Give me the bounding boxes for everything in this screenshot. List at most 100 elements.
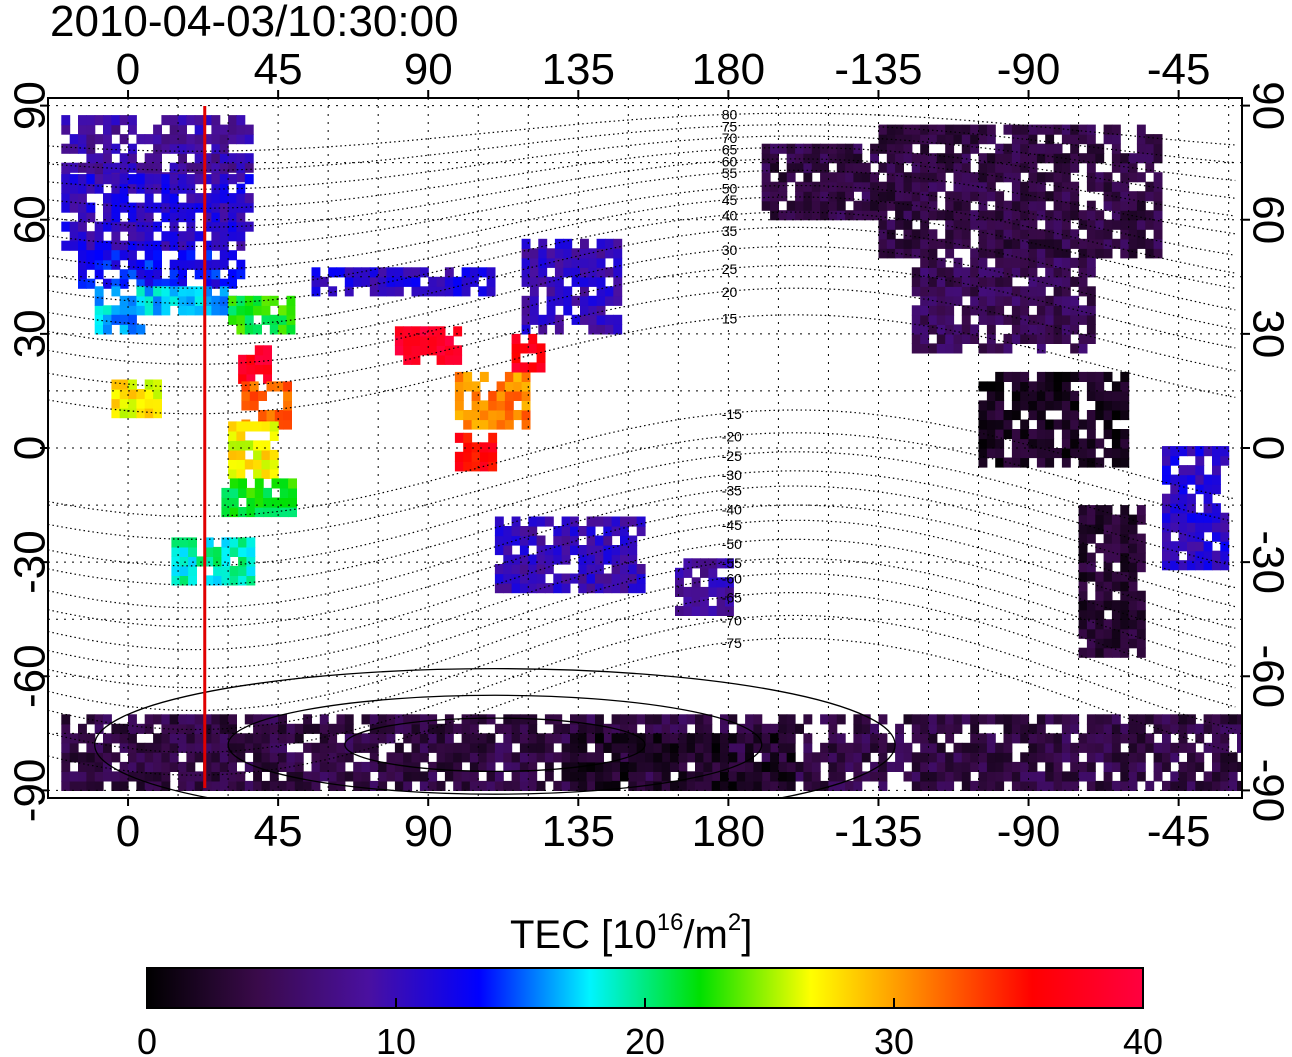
tec-cell bbox=[419, 723, 429, 734]
tec-cell bbox=[613, 314, 623, 325]
tec-cell bbox=[1153, 143, 1163, 154]
tec-cell bbox=[219, 212, 229, 223]
tec-cell bbox=[1070, 723, 1080, 734]
tec-cell bbox=[1162, 465, 1171, 476]
tec-cell bbox=[394, 335, 404, 346]
tec-cell bbox=[136, 723, 146, 734]
tec-cell bbox=[266, 381, 276, 392]
tec-cell bbox=[103, 212, 112, 223]
tec-cell bbox=[636, 526, 646, 537]
tec-cell bbox=[1136, 552, 1146, 563]
tec-cell bbox=[246, 565, 256, 576]
tec-cell bbox=[903, 771, 913, 782]
tec-cell bbox=[78, 143, 87, 154]
tec-cell bbox=[711, 771, 721, 782]
tec-cell bbox=[795, 200, 804, 211]
tec-cell bbox=[119, 221, 129, 232]
tec-cell bbox=[463, 451, 473, 462]
tec-cell bbox=[94, 286, 104, 297]
tec-cell bbox=[995, 448, 1005, 459]
tec-cell bbox=[1103, 524, 1113, 535]
tec-cell bbox=[538, 324, 548, 335]
tec-cell bbox=[603, 526, 613, 537]
tec-cell bbox=[1053, 143, 1063, 154]
tec-cell bbox=[461, 733, 471, 744]
tec-cell bbox=[895, 181, 904, 192]
tec-cell bbox=[661, 742, 671, 753]
tec-cell bbox=[428, 714, 438, 725]
tec-cell bbox=[986, 429, 996, 440]
tec-cell bbox=[1120, 162, 1130, 173]
tec-cell bbox=[1111, 780, 1121, 791]
tec-cell bbox=[928, 238, 938, 249]
tec-cell bbox=[795, 143, 804, 154]
tec-cell bbox=[269, 780, 279, 791]
tec-cell bbox=[78, 162, 87, 173]
tec-cell bbox=[1003, 410, 1013, 421]
tec-cell bbox=[995, 410, 1005, 421]
tec-cell bbox=[186, 305, 196, 316]
tec-cell bbox=[786, 162, 796, 173]
tec-cell bbox=[554, 295, 564, 306]
tec-cell bbox=[636, 564, 646, 575]
tec-cell bbox=[411, 276, 421, 287]
tec-cell bbox=[978, 419, 988, 430]
tec-cell bbox=[1153, 771, 1163, 782]
tec-cell bbox=[1028, 153, 1038, 164]
tec-cell bbox=[563, 286, 573, 297]
tec-cell bbox=[1028, 742, 1038, 753]
tec-cell bbox=[903, 153, 913, 164]
tec-cell bbox=[111, 143, 121, 154]
tec-cell bbox=[675, 586, 684, 597]
tec-cell bbox=[970, 219, 980, 230]
tec-cell bbox=[1136, 543, 1146, 554]
tec-cell bbox=[411, 714, 421, 725]
tec-cell bbox=[119, 278, 129, 289]
tec-cell bbox=[928, 314, 938, 325]
tec-cell bbox=[249, 400, 259, 411]
tec-cell bbox=[986, 400, 996, 411]
tec-cell bbox=[303, 780, 312, 791]
tec-region bbox=[61, 174, 254, 251]
tec-cell bbox=[1212, 742, 1221, 753]
tec-cell bbox=[1086, 448, 1096, 459]
tec-cell bbox=[236, 421, 246, 432]
tec-cell bbox=[544, 761, 554, 772]
tec-cell bbox=[111, 221, 121, 232]
tec-cell bbox=[1011, 295, 1021, 306]
tec-cell bbox=[1036, 457, 1046, 468]
tec-cell bbox=[178, 183, 187, 194]
tec-cell bbox=[61, 752, 71, 763]
tec-cell bbox=[119, 761, 129, 772]
tec-cell bbox=[795, 210, 804, 221]
tec-cell bbox=[269, 295, 279, 306]
tec-cell bbox=[1053, 771, 1063, 782]
tec-cell bbox=[169, 752, 179, 763]
tec-cell bbox=[1061, 162, 1071, 173]
tec-cell bbox=[691, 558, 701, 569]
tec-cell bbox=[1095, 742, 1105, 753]
tec-cell bbox=[153, 761, 162, 772]
tec-cell bbox=[1120, 609, 1130, 620]
tec-cell bbox=[920, 742, 930, 753]
lat-tick-label-left: -30 bbox=[6, 530, 55, 594]
tec-cell bbox=[521, 295, 531, 306]
tec-cell bbox=[261, 449, 271, 460]
tec-cell bbox=[128, 324, 137, 335]
tec-cell bbox=[995, 238, 1005, 249]
tec-cell bbox=[244, 221, 254, 232]
tec-cell bbox=[496, 419, 506, 430]
tec-cell bbox=[228, 115, 237, 126]
colorbar-tick-label: 10 bbox=[376, 1021, 416, 1057]
tec-cell bbox=[228, 212, 237, 223]
tec-cell bbox=[1095, 581, 1105, 592]
tec-cell bbox=[986, 448, 996, 459]
tec-cell bbox=[1128, 562, 1138, 573]
tec-cell bbox=[1103, 628, 1113, 639]
tec-cell bbox=[513, 390, 523, 401]
tec-cell bbox=[136, 162, 146, 173]
tec-cell bbox=[86, 733, 96, 744]
tec-cell bbox=[1136, 124, 1146, 135]
tec-cell bbox=[661, 771, 671, 782]
tec-cell bbox=[311, 761, 321, 772]
